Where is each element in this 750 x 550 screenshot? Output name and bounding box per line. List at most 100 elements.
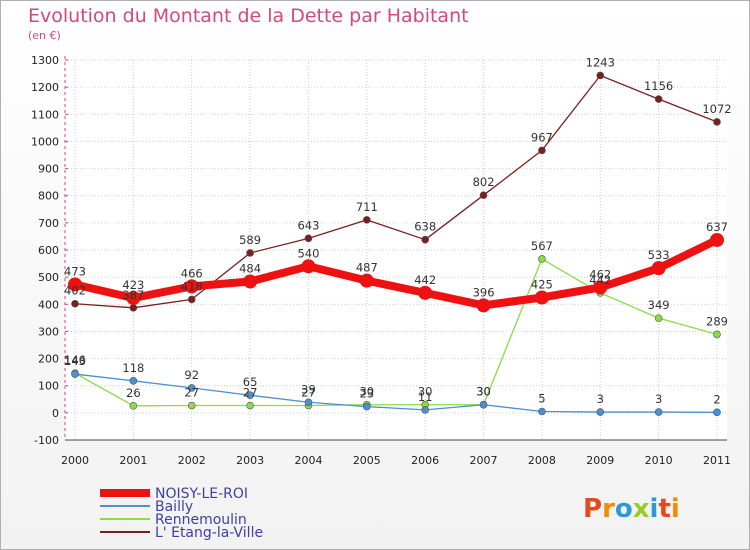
data-label: 3 [655,392,662,406]
data-label: 30 [476,385,491,399]
data-label: 589 [239,233,261,247]
data-point [187,401,196,410]
data-label: 143 [64,354,86,368]
data-point [418,285,433,300]
data-point [534,290,549,305]
data-point [301,259,316,274]
data-point [476,298,491,313]
data-label: 3 [597,392,604,406]
data-point [187,384,196,392]
y-tick-label: 1100 [31,108,59,121]
data-label: 23 [359,387,374,401]
legend-label: L' Etang-la-Ville [155,525,263,541]
data-point [363,216,371,224]
x-tick-label: 2011 [703,454,731,467]
data-label: 638 [414,220,436,234]
series-line [74,236,719,310]
data-point [71,299,79,308]
data-label: 65 [243,375,258,389]
chart-title: Evolution du Montant de la Dette par Hab… [28,5,469,27]
x-tick-label: 2000 [61,454,89,467]
data-label: 30 [418,385,433,399]
data-label: 462 [589,267,611,281]
data-label: 27 [301,386,316,400]
x-tick-label: 2010 [645,454,673,467]
data-label: 118 [122,361,144,375]
data-point [359,273,374,288]
y-tick-label: 1200 [31,81,59,94]
data-label: 387 [122,288,144,302]
x-tick-label: 2003 [236,454,264,467]
data-label: 1156 [644,79,673,93]
data-point [654,408,663,416]
data-point [538,407,546,416]
data-point [593,280,608,295]
data-point [479,191,488,199]
data-point [596,408,605,416]
y-tick-label: 700 [38,217,59,230]
y-tick-label: 1300 [31,54,59,67]
data-point [129,304,138,312]
x-tick-label: 2006 [411,454,439,467]
legend-label: Rennemoulin [155,512,247,528]
x-tick-label: 2001 [119,454,147,467]
data-label: 349 [648,298,670,312]
data-label: 967 [531,130,553,144]
data-label: 402 [64,284,86,298]
data-point [363,402,371,411]
data-label: 11 [418,390,433,404]
data-label: 396 [473,285,495,299]
data-point [710,232,724,247]
x-tick-label: 2008 [528,454,556,467]
data-point [538,146,546,155]
x-tick-label: 2005 [353,454,381,467]
data-point [243,274,258,289]
y-tick-label: 1000 [31,135,59,148]
x-tick-label: 2007 [470,454,498,467]
series-noisy-le-roi [68,232,724,313]
series-bailly [71,370,721,417]
data-point [479,400,488,409]
data-point [129,401,138,410]
y-tick-label: 900 [38,163,59,176]
x-tick-label: 2004 [294,454,322,467]
data-point [654,95,663,103]
data-label: 711 [356,200,378,214]
data-point [304,398,313,407]
data-point [68,277,82,292]
data-point [654,314,663,322]
data-point [596,71,605,80]
data-label: 567 [531,239,553,253]
data-label: 289 [706,314,728,328]
data-label: 30 [359,385,374,399]
y-tick-label: 500 [38,271,59,284]
y-tick-label: 0 [52,407,59,420]
data-label: 637 [706,220,728,234]
data-point [421,406,429,414]
data-label: 466 [181,266,203,280]
data-label: 2 [713,392,720,406]
data-point [651,261,666,276]
data-point [246,391,254,400]
data-point [184,279,199,294]
data-label: 423 [122,278,144,292]
series-line [74,258,718,407]
legend-label: Bailly [155,499,193,515]
data-label: 425 [531,278,553,292]
data-label: 26 [126,386,141,400]
data-label: 27 [243,386,258,400]
series-line [74,74,718,309]
data-point [304,234,313,243]
data-label: 39 [301,382,316,396]
data-label: 540 [297,246,319,260]
data-label: 442 [414,273,436,287]
data-label: 643 [297,218,319,232]
data-label: 802 [473,175,495,189]
data-point [246,401,254,410]
data-point [126,291,141,306]
data-point [129,377,138,385]
y-tick-label: 600 [38,244,59,257]
x-tick-label: 2009 [586,454,614,467]
data-point [538,255,546,263]
